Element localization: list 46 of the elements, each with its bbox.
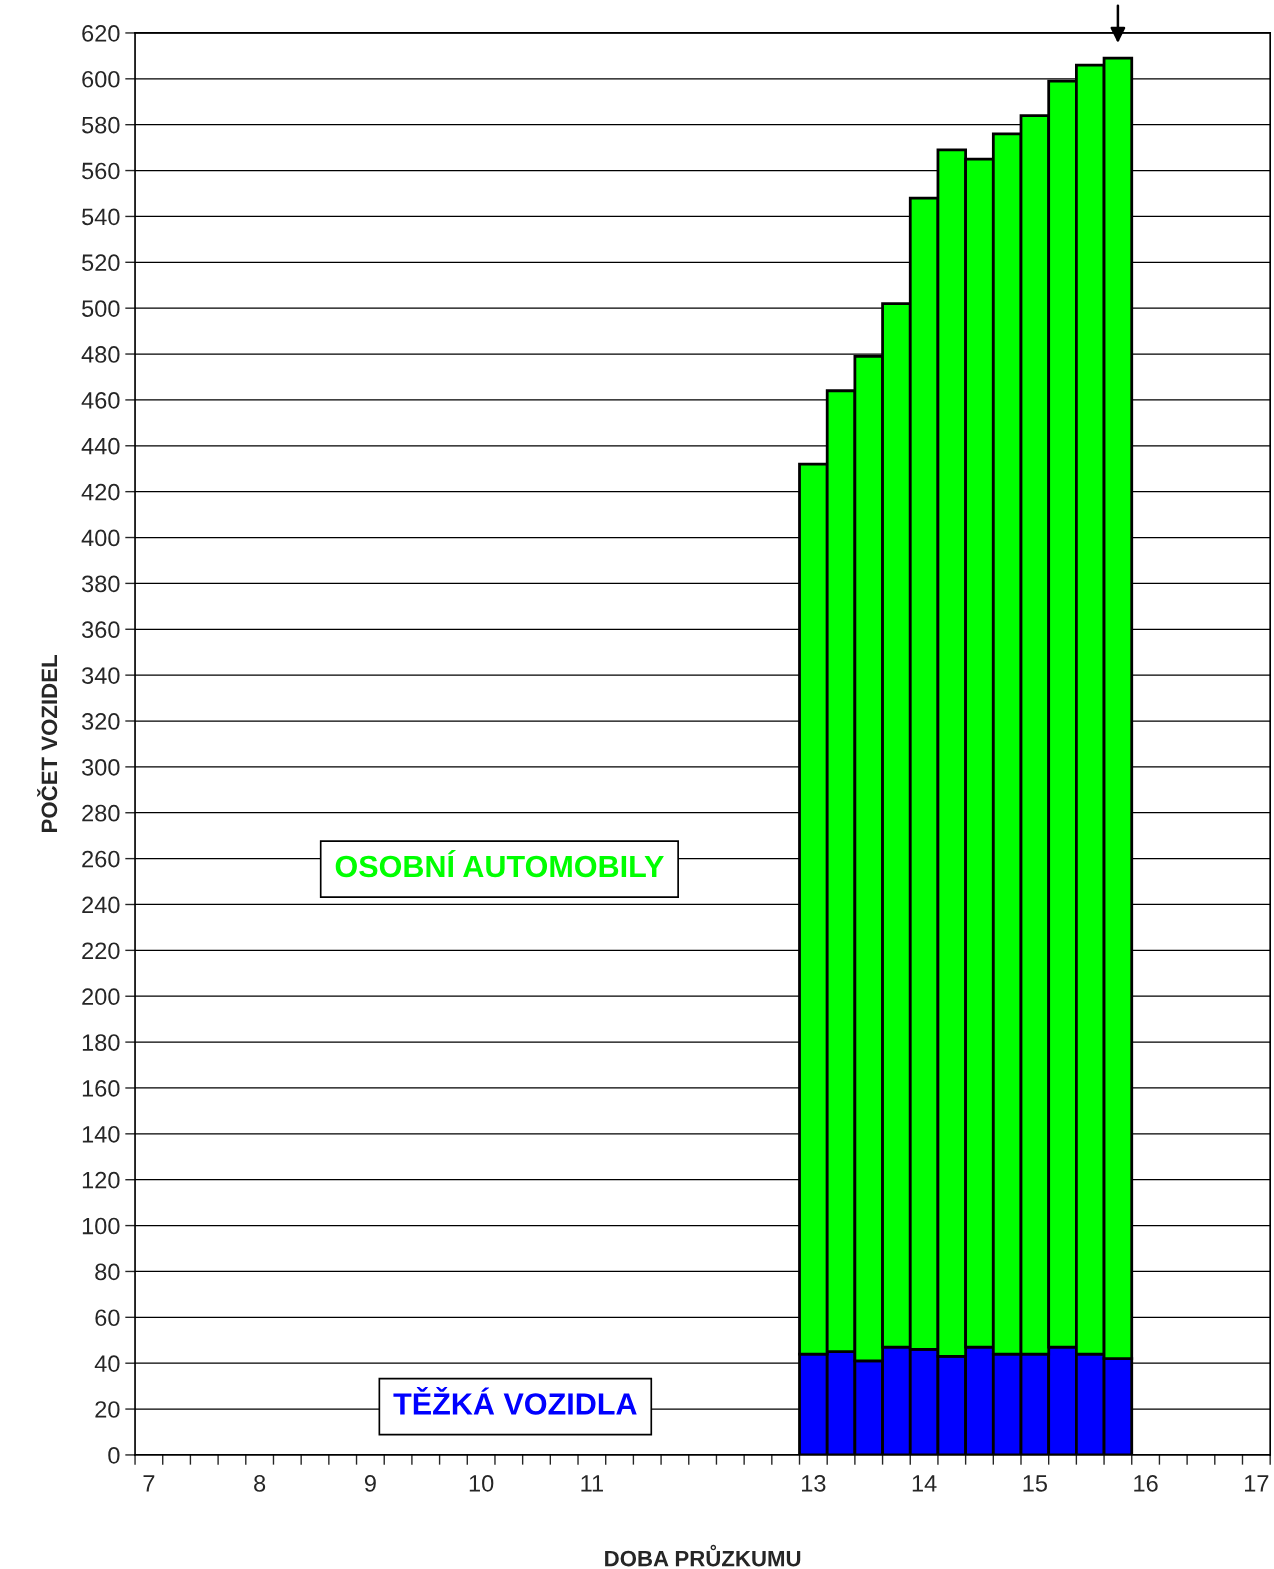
text: TĚŽKÁ VOZIDLA xyxy=(393,1387,637,1415)
x-tick-label: 16 xyxy=(1134,1475,1158,1492)
y-tick-label: 280 xyxy=(82,804,120,822)
y-tick-label: 620 xyxy=(82,25,120,42)
y-tick-label: 500 xyxy=(82,300,120,317)
x-tick-label: 13 xyxy=(802,1475,826,1492)
y-tick-label: 0 xyxy=(108,1447,120,1464)
y-tick-label: 180 xyxy=(82,1034,120,1051)
y-tick-label: 60 xyxy=(95,1309,120,1327)
x-tick-label: 10 xyxy=(469,1475,494,1492)
x-tick-label: 7 xyxy=(143,1475,155,1492)
y-tick-label: 220 xyxy=(82,942,120,960)
y-tick-label: 440 xyxy=(81,437,120,455)
y-tick-label: 580 xyxy=(82,116,120,134)
y-axis-title: POČET VOZIDEL xyxy=(37,655,58,832)
x-tick-label: 9 xyxy=(364,1475,376,1492)
y-tick-label: 380 xyxy=(81,575,120,593)
y-tick-label: 260 xyxy=(82,850,120,868)
y-tick-label: 100 xyxy=(82,1217,120,1235)
y-tick-label: 160 xyxy=(82,1080,120,1097)
y-tick-label: 540 xyxy=(82,208,120,226)
y-tick-label: 560 xyxy=(82,162,120,180)
x-tick-label: 11 xyxy=(581,1475,603,1492)
y-tick-label: 340 xyxy=(81,667,120,684)
y-tick-label: 40 xyxy=(94,1355,120,1372)
y-tick-label: 200 xyxy=(82,988,120,1006)
y-tick-label: 120 xyxy=(82,1171,120,1189)
y-tick-label: 300 xyxy=(81,758,120,776)
y-tick-label: 20 xyxy=(95,1401,120,1418)
x-axis-title: DOBA PRŮZKUMU xyxy=(605,1544,801,1567)
x-tick-label: 14 xyxy=(912,1475,937,1492)
y-tick-label: 360 xyxy=(81,621,120,639)
x-tick-label: 8 xyxy=(254,1475,266,1492)
y-tick-label: 420 xyxy=(81,483,120,501)
y-tick-label: 140 xyxy=(82,1125,120,1143)
y-tick-label: 400 xyxy=(81,529,120,547)
y-tick-label: 460 xyxy=(81,391,120,409)
y-tick-label: 600 xyxy=(82,70,120,88)
y-tick-label: 520 xyxy=(82,254,120,272)
x-tick-label: 17 xyxy=(1245,1475,1269,1492)
y-tick-label: 480 xyxy=(81,346,120,363)
y-tick-label: 80 xyxy=(95,1263,120,1281)
y-tick-label: 320 xyxy=(81,713,120,730)
y-tick-label: 240 xyxy=(82,896,120,914)
text: OSOBNÍ AUTOMOBILY xyxy=(335,849,664,878)
x-tick-label: 15 xyxy=(1023,1475,1047,1492)
